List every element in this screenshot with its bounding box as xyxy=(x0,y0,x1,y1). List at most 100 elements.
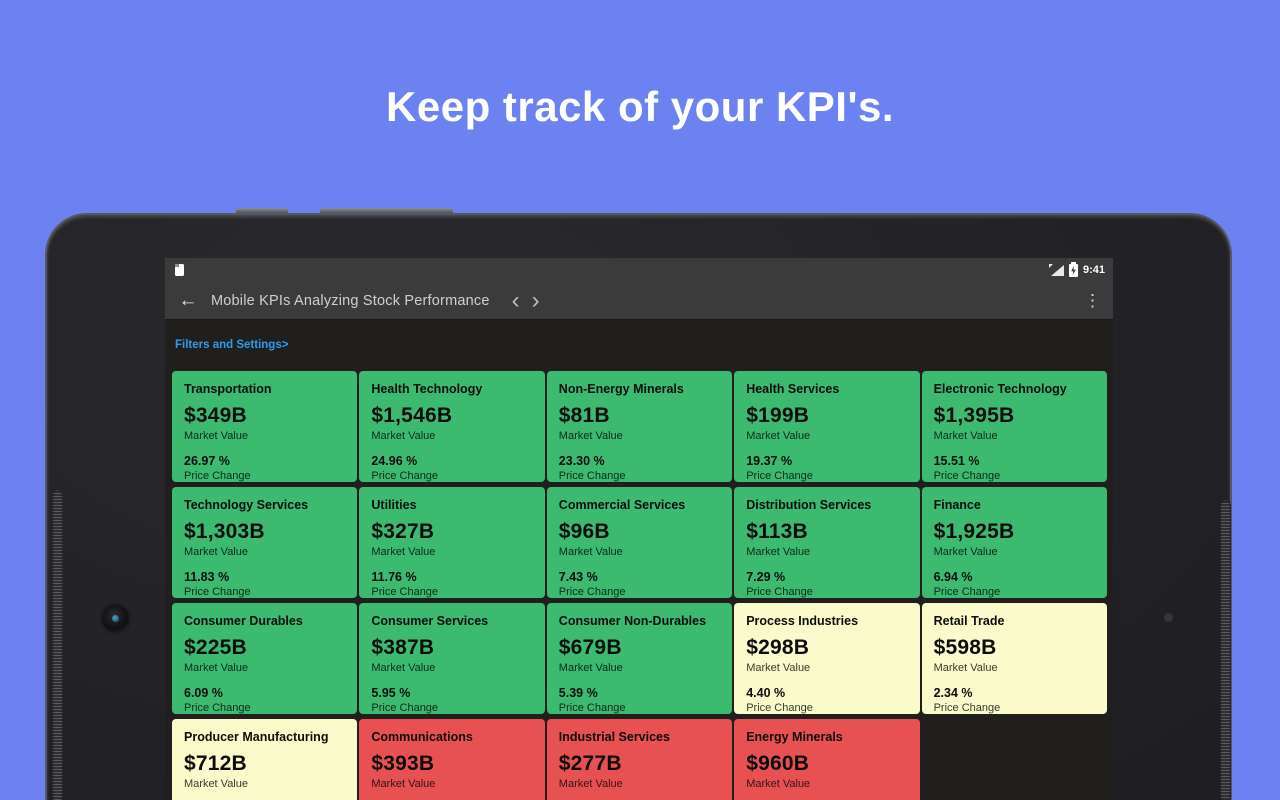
tile-market-value: $387B xyxy=(371,636,435,659)
kpi-tile[interactable]: Technology Services $1,303B Market Value… xyxy=(172,487,358,598)
tile-sector-name: Retail Trade xyxy=(933,614,1005,628)
tile-price-change: 19.37 % xyxy=(746,454,793,468)
tile-price-change: 2.34 % xyxy=(933,686,973,700)
tile-market-value: $1,395B xyxy=(933,404,1015,427)
tile-sector-name: Consumer Durables xyxy=(184,614,303,628)
filters-and-settings-link[interactable]: Filters and Settings> xyxy=(175,339,289,351)
tile-market-value-label: Market Value xyxy=(184,430,248,442)
kpi-tile[interactable]: Electronic Technology $1,395B Market Val… xyxy=(921,371,1107,482)
tile-market-value-label: Market Value xyxy=(933,546,998,558)
tile-price-change-label: Price Change xyxy=(933,470,1001,482)
tile-market-value-label: Market Value xyxy=(558,778,623,790)
tile-price-change: 5.39 % xyxy=(558,686,598,700)
tile-market-value-label: Market Value xyxy=(746,778,811,790)
kpi-tile[interactable]: Transportation $349B Market Value 26.97 … xyxy=(172,371,358,482)
tile-market-value: $277B xyxy=(558,752,622,775)
tile-sector-name: Energy Minerals xyxy=(746,730,843,744)
kpi-tile[interactable]: Process Industries $298B Market Value 4.… xyxy=(734,603,920,714)
kpi-tile[interactable]: Non-Energy Minerals $81B Market Value 23… xyxy=(546,371,733,482)
tile-market-value: $199B xyxy=(746,404,810,427)
tile-price-change-label: Price Change xyxy=(184,470,251,482)
tile-market-value-label: Market Value xyxy=(184,778,248,790)
tile-price-change-label: Price Change xyxy=(933,702,1001,714)
tile-sector-name: Commercial Services xyxy=(558,498,686,512)
tile-price-change: 24.96 % xyxy=(371,454,418,468)
tile-price-change-label: Price Change xyxy=(746,702,813,714)
kpi-tile[interactable]: Health Technology $1,546B Market Value 2… xyxy=(359,371,545,482)
tile-market-value: $327B xyxy=(371,520,435,543)
tile-market-value: $81B xyxy=(558,404,610,427)
tile-price-change-label: Price Change xyxy=(558,702,626,714)
tile-sector-name: Distribution Services xyxy=(746,498,872,512)
tile-sector-name: Consumer Non-Durables xyxy=(558,614,707,628)
kpi-tile[interactable]: Consumer Non-Durables $679B Market Value… xyxy=(546,603,733,714)
tile-sector-name: Electronic Technology xyxy=(933,382,1067,396)
previous-chevron-icon[interactable]: ‹ xyxy=(511,286,520,314)
tile-market-value: $298B xyxy=(746,636,810,659)
tile-market-value-label: Market Value xyxy=(746,430,811,442)
tile-market-value: $96B xyxy=(558,520,610,543)
kpi-tile[interactable]: Consumer Durables $225B Market Value 6.0… xyxy=(172,603,358,714)
tile-market-value-label: Market Value xyxy=(371,546,436,558)
overflow-menu-icon[interactable]: ⋮ xyxy=(1084,290,1102,310)
tile-price-change: 6.09 % xyxy=(184,686,223,700)
tile-price-change-label: Price Change xyxy=(558,586,626,598)
volume-button xyxy=(236,208,288,215)
tile-market-value: $679B xyxy=(558,636,622,659)
tile-market-value-label: Market Value xyxy=(746,546,811,558)
kpi-tile[interactable]: Producer Manufacturing $712B Market Valu… xyxy=(172,719,358,800)
battery-charging-icon xyxy=(1068,262,1078,277)
tile-price-change-label: Price Change xyxy=(184,586,251,598)
tile-market-value: $712B xyxy=(184,752,247,775)
tile-sector-name: Transportation xyxy=(184,382,272,396)
tile-market-value-label: Market Value xyxy=(184,546,248,558)
right-speaker-grille xyxy=(1220,500,1231,800)
tile-sector-name: Finance xyxy=(933,498,981,512)
kpi-tile[interactable]: Distribution Services $113B Market Value… xyxy=(734,487,920,598)
status-bar: 9:41 xyxy=(165,258,1113,282)
tile-price-change: 5.95 % xyxy=(371,686,411,700)
kpi-tile[interactable]: Energy Minerals $960B Market Value -18.7… xyxy=(734,719,920,800)
back-arrow-icon[interactable]: ← xyxy=(178,289,198,311)
tile-price-change-label: Price Change xyxy=(558,470,626,482)
power-button xyxy=(320,208,453,215)
tile-price-change-label: Price Change xyxy=(746,470,813,482)
kpi-tile[interactable]: Finance $1,925B Market Value 6.94 % Pric… xyxy=(921,487,1107,598)
tile-price-change-label: Price Change xyxy=(933,586,1001,598)
kpi-grid: Transportation $349B Market Value 26.97 … xyxy=(165,371,1113,800)
kpi-tile[interactable]: Retail Trade $598B Market Value 2.34 % P… xyxy=(921,603,1107,714)
tile-market-value: $1,303B xyxy=(184,520,265,543)
front-camera-icon xyxy=(102,605,129,632)
kpi-tile[interactable]: Consumer Services $387B Market Value 5.9… xyxy=(359,603,545,714)
kpi-tile[interactable]: Health Services $199B Market Value 19.37… xyxy=(734,371,920,482)
tile-price-change-label: Price Change xyxy=(371,702,439,714)
kpi-tile[interactable]: Commercial Services $96B Market Value 7.… xyxy=(546,487,733,598)
tile-market-value: $1,925B xyxy=(933,520,1015,543)
tile-market-value-label: Market Value xyxy=(371,778,436,790)
app-bar-title: Mobile KPIs Analyzing Stock Performance xyxy=(211,292,490,309)
tile-price-change: 7.43 % xyxy=(558,570,598,584)
tile-sector-name: Health Technology xyxy=(371,382,483,396)
tile-market-value: $1,546B xyxy=(371,404,453,427)
kpi-tile[interactable]: Utilities $327B Market Value 11.76 % Pri… xyxy=(359,487,545,598)
tile-price-change: 15.51 % xyxy=(933,454,980,468)
tile-price-change: 6.94 % xyxy=(933,570,973,584)
tile-price-change-label: Price Change xyxy=(371,470,439,482)
tile-market-value-label: Market Value xyxy=(933,430,998,442)
tile-market-value-label: Market Value xyxy=(558,546,623,558)
tile-market-value-label: Market Value xyxy=(184,662,248,674)
next-chevron-icon[interactable]: › xyxy=(531,286,540,314)
tile-price-change-label: Price Change xyxy=(746,586,813,598)
left-speaker-grille xyxy=(52,490,63,800)
kpi-tile[interactable]: Communications $393B Market Value -4.17 … xyxy=(359,719,545,800)
tile-price-change-label: Price Change xyxy=(184,702,251,714)
tile-sector-name: Utilities xyxy=(371,498,417,512)
tile-market-value-label: Market Value xyxy=(371,662,436,674)
status-time: 9:41 xyxy=(1082,264,1105,276)
tile-price-change: 11.76 % xyxy=(371,570,417,584)
tile-sector-name: Communications xyxy=(371,730,473,744)
tile-market-value: $349B xyxy=(184,404,247,427)
signal-icon xyxy=(1048,264,1064,276)
kpi-tile[interactable]: Industrial Services $277B Market Value -… xyxy=(546,719,733,800)
tile-sector-name: Technology Services xyxy=(184,498,309,512)
